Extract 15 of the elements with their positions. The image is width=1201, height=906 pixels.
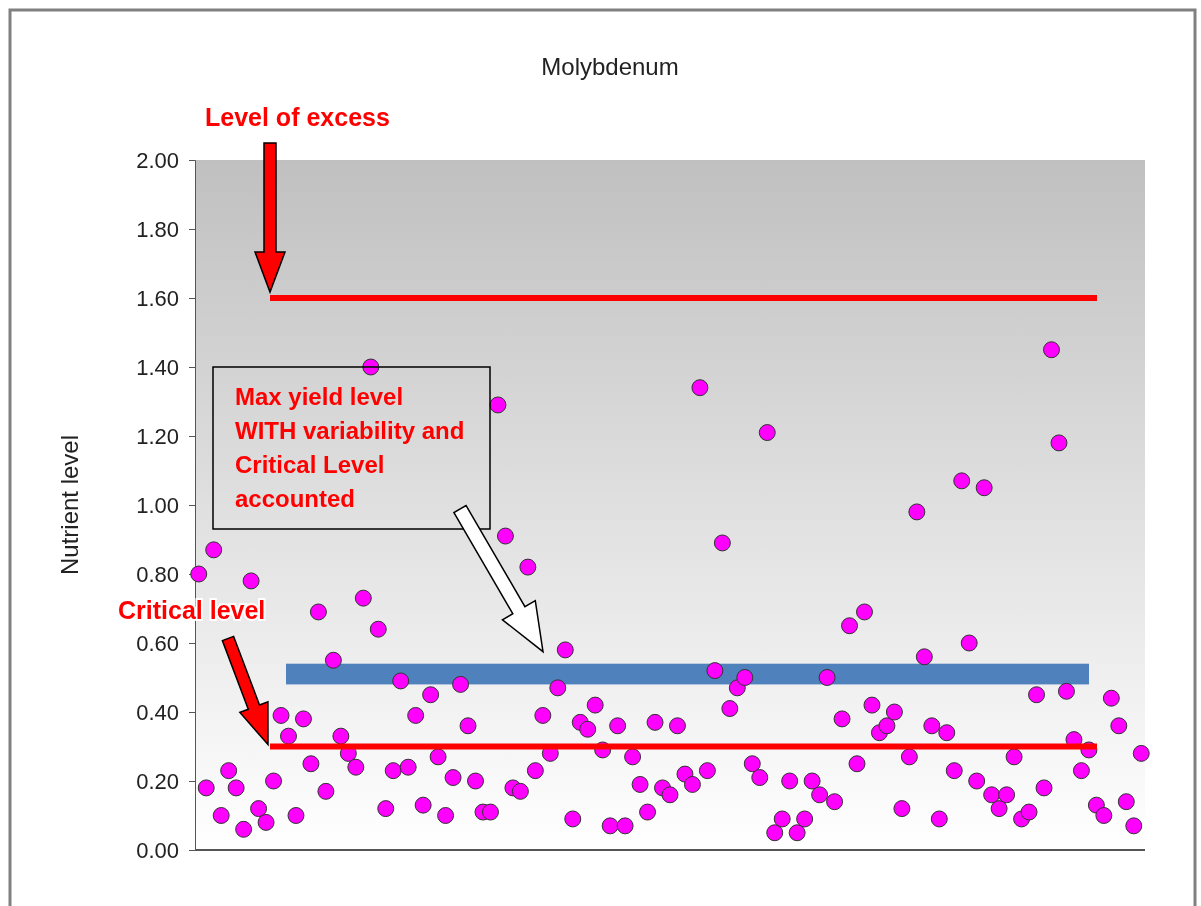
annotation: Max yield level WITH variability and Critical Level accounted [235,383,465,512]
y-tick-label: 1.00 [136,492,179,518]
y-tick-label: 1.40 [136,354,179,380]
y-tick-label: 1.80 [136,216,179,242]
y-tick-label: 1.60 [136,285,179,311]
ref-line-label: Level of excess [205,103,390,131]
chart-title: Molybdenum [541,53,679,80]
y-tick-label: 0.60 [136,630,179,656]
y-tick-label: 0.20 [136,768,179,794]
y-tick-label: 0.00 [136,837,179,863]
y-axis-title: Nutrient level [56,434,83,576]
y-tick-label: 0.40 [136,699,179,725]
y-tick-label: 0.80 [136,561,179,587]
y-tick-label: 1.20 [136,423,179,449]
y-tick-label: 2.00 [136,147,179,173]
